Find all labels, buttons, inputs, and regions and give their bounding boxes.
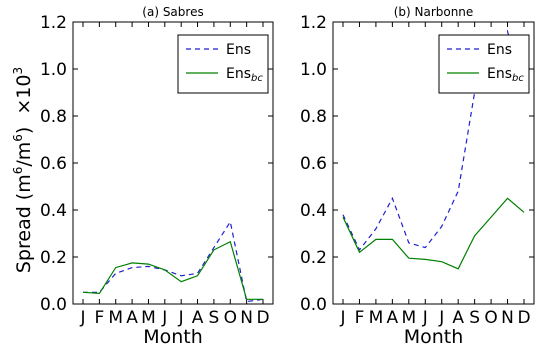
legend-label-base: Ens (226, 66, 251, 82)
legend-label-base: Ens (487, 66, 512, 82)
legend-label-subscript: bc (251, 73, 263, 84)
y-tick-label: 1.0 (300, 60, 327, 80)
x-tick-label: F (94, 308, 104, 328)
y-tick-label: 0.4 (300, 201, 327, 221)
y-axis-title-part3: ) (13, 127, 35, 134)
x-tick-label: A (452, 308, 464, 328)
y-axis-title-sup2: 6 (11, 134, 25, 142)
series-line-ens-bc (342, 197, 525, 270)
y-axis-title-part2: /m (13, 142, 35, 167)
x-tick-label: J (438, 308, 444, 328)
y-axis-title: Spread (m6/m6) ×103 (11, 67, 35, 273)
panel-title: (b) Narbonne (394, 5, 474, 19)
x-axis-title: Month (404, 326, 464, 348)
x-tick-label: A (126, 308, 138, 328)
x-tick-label: A (192, 308, 204, 328)
x-tick-label: F (355, 308, 365, 328)
y-tick-label: 0.6 (300, 154, 327, 174)
series-line-ens (83, 220, 264, 303)
y-axis-scale-prefix: ×10 (13, 74, 35, 114)
legend-label-base: Ens (226, 42, 251, 58)
y-tick-label: 1.2 (300, 13, 327, 33)
x-tick-label: M (369, 308, 384, 328)
x-tick-label: O (224, 308, 237, 328)
y-tick-label: 1.2 (40, 13, 67, 33)
x-tick-label: A (387, 308, 399, 328)
panel-title: (a) Sabres (142, 5, 203, 19)
y-tick-label: 0.2 (300, 248, 327, 268)
x-tick-label: S (209, 308, 220, 328)
x-tick-label: J (161, 308, 167, 328)
legend-label: Ensbc (226, 66, 263, 84)
y-tick-label: 0.2 (40, 248, 67, 268)
x-tick-label: J (339, 308, 345, 328)
y-axis-scale-exp: 3 (11, 67, 25, 75)
legend-label-base: Ens (487, 42, 512, 58)
legend-label: Ensbc (487, 66, 524, 84)
x-tick-label: N (240, 308, 253, 328)
legend-box (438, 34, 530, 94)
x-axis-title: Month (143, 326, 203, 348)
x-tick-label: J (178, 308, 184, 328)
y-tick-label: 0.8 (300, 107, 327, 127)
y-axis-title-sup1: 6 (11, 167, 25, 175)
x-tick-label: J (422, 308, 428, 328)
x-tick-label: M (108, 308, 123, 328)
legend-box (177, 34, 269, 94)
x-tick-label: D (256, 308, 269, 328)
y-tick-label: 0.8 (40, 107, 67, 127)
x-tick-label: J (79, 308, 85, 328)
x-tick-label: S (469, 308, 480, 328)
y-tick-label: 1.0 (40, 60, 67, 80)
y-tick-label: 0.0 (300, 295, 327, 315)
legend-label: Ens (487, 42, 512, 58)
legend-label: Ens (226, 42, 251, 58)
y-axis-title-part1: Spread (m (13, 174, 35, 273)
x-tick-label: N (501, 308, 514, 328)
series-line-ens-bc (82, 240, 263, 300)
x-tick-label: M (141, 308, 156, 328)
y-tick-label: 0.6 (40, 154, 67, 174)
x-tick-label: M (401, 308, 416, 328)
y-tick-label: 0.0 (40, 295, 67, 315)
y-tick-label: 0.4 (40, 201, 67, 221)
legend-label-subscript: bc (512, 73, 524, 84)
x-tick-label: D (517, 308, 530, 328)
x-tick-label: O (484, 308, 497, 328)
